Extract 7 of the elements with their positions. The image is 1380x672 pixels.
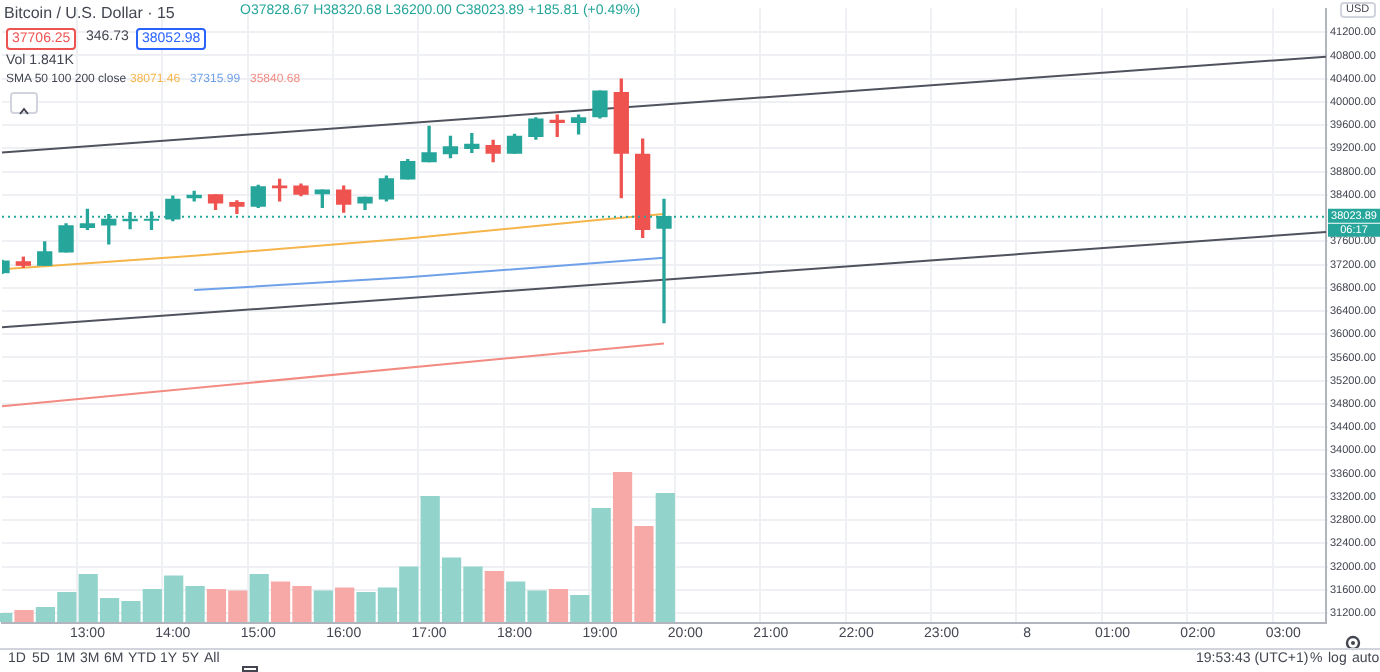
bar (484, 571, 504, 623)
bar (548, 589, 568, 623)
bar (248, 574, 269, 623)
bar (655, 493, 675, 623)
chart-title: Bitcoin / U.S. Dollar · 15 (4, 4, 175, 22)
bar (313, 591, 333, 623)
bar (334, 588, 354, 623)
